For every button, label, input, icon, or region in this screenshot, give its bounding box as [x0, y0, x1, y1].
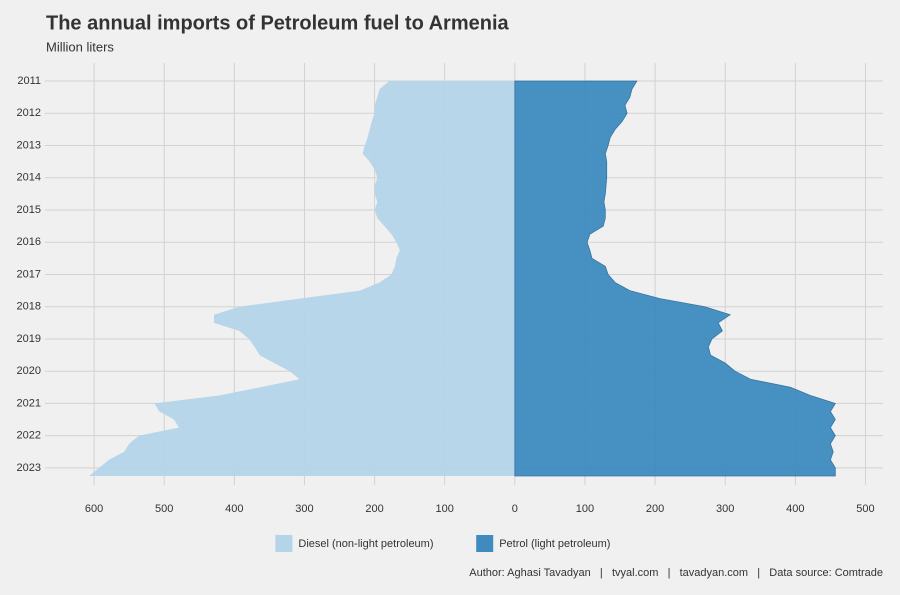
x-tick-label: 300 — [295, 503, 313, 515]
x-tick-label: 400 — [786, 503, 804, 515]
x-tick-label: 100 — [436, 503, 454, 515]
y-tick-label: 2017 — [17, 268, 41, 280]
y-tick-label: 2011 — [17, 75, 41, 87]
chart-subtitle: Million liters — [46, 39, 114, 54]
y-tick-label: 2018 — [17, 301, 41, 313]
caption: Author: Aghasi Tavadyan | tvyal.com | ta… — [469, 567, 883, 579]
x-tick-label: 500 — [155, 503, 173, 515]
area — [89, 81, 515, 476]
y-tick-label: 2023 — [17, 462, 41, 474]
y-tick-label: 2020 — [17, 365, 41, 377]
y-tick-label: 2021 — [17, 397, 41, 409]
y-tick-label: 2022 — [17, 430, 41, 442]
x-tick-label: 0 — [512, 503, 518, 515]
x-tick-label: 200 — [646, 503, 664, 515]
y-tick-label: 2013 — [17, 139, 41, 151]
legend-swatch — [275, 535, 293, 552]
x-tick-label: 200 — [365, 503, 383, 515]
x-tick-label: 600 — [85, 503, 103, 515]
x-tick-label: 300 — [716, 503, 734, 515]
chart-title: The annual imports of Petroleum fuel to … — [46, 12, 510, 34]
legend-swatch — [476, 535, 494, 552]
y-tick-label: 2016 — [17, 236, 41, 248]
legend-label: Petrol (light petroleum) — [499, 538, 610, 550]
legend-label: Diesel (non-light petroleum) — [298, 538, 433, 550]
y-tick-label: 2019 — [17, 333, 41, 345]
area — [514, 80, 836, 477]
x-tick-label: 500 — [856, 503, 874, 515]
x-tick-label: 400 — [225, 503, 243, 515]
y-tick-label: 2014 — [17, 172, 41, 184]
y-tick-label: 2015 — [17, 204, 41, 216]
x-tick-label: 100 — [576, 503, 594, 515]
y-tick-label: 2012 — [17, 107, 41, 119]
